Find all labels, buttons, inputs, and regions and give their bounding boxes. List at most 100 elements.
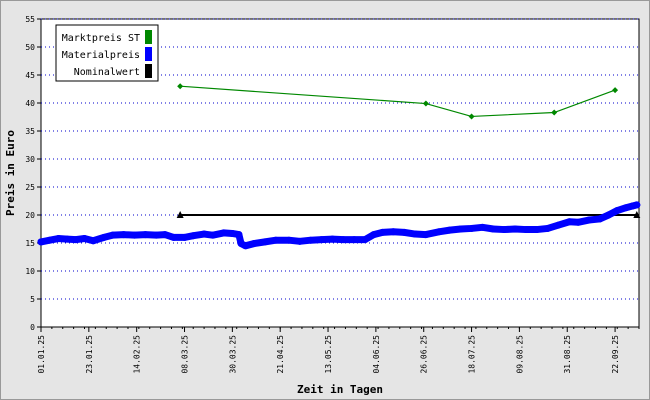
y-tick-label: 10 [25, 267, 35, 276]
x-tick-label: 13.05.25 [324, 335, 333, 374]
data-point [389, 228, 397, 236]
data-point [307, 236, 315, 244]
data-point [189, 232, 197, 240]
x-axis-title: Zeit in Tagen [297, 383, 383, 396]
series-nominalwert [176, 211, 641, 218]
data-point [522, 226, 530, 234]
data-point [328, 235, 336, 243]
data-point [422, 231, 430, 239]
data-point [181, 233, 189, 241]
legend-label: Materialpreis [62, 50, 140, 61]
data-point [533, 226, 541, 234]
data-point [200, 230, 208, 238]
data-point [250, 240, 258, 248]
data-point [457, 225, 465, 233]
data-point [109, 231, 117, 239]
y-tick-label: 50 [25, 43, 35, 52]
data-point [585, 216, 593, 224]
data-point [72, 236, 80, 244]
data-point [220, 229, 228, 237]
data-point [177, 83, 184, 90]
y-axis: 0 5 10 15 20 25 30 35 40 45 50 55 [25, 15, 41, 332]
data-point [152, 231, 160, 239]
data-point [339, 236, 347, 244]
data-point [261, 238, 269, 246]
series-layer [37, 83, 641, 250]
y-tick-label: 5 [30, 295, 35, 304]
data-point [612, 87, 619, 94]
data-point [633, 201, 641, 209]
data-point [120, 231, 128, 239]
x-tick-label: 01.01.25 [37, 335, 46, 374]
data-point [555, 221, 563, 229]
data-point [565, 218, 573, 226]
data-point [435, 228, 443, 236]
data-point [100, 233, 108, 241]
y-tick-label: 0 [30, 323, 35, 332]
data-point [318, 236, 326, 244]
data-point [235, 231, 243, 239]
x-tick-label: 18.07.25 [468, 335, 477, 374]
data-point [378, 228, 386, 236]
series-materialpreis [37, 201, 641, 250]
data-point [605, 211, 613, 219]
data-point [285, 236, 293, 244]
data-point [80, 235, 88, 243]
data-point [468, 224, 476, 232]
x-tick-label: 09.08.25 [515, 335, 524, 374]
data-point [422, 100, 429, 107]
data-point [241, 242, 249, 250]
data-point [54, 235, 62, 243]
y-tick-label: 45 [25, 71, 35, 80]
x-tick-label: 26.06.25 [420, 335, 429, 374]
x-tick-label: 23.01.25 [85, 335, 94, 374]
y-tick-label: 15 [25, 239, 35, 248]
y-tick-label: 40 [25, 99, 35, 108]
legend-swatch [145, 47, 152, 61]
data-point [446, 226, 454, 234]
data-point [633, 211, 641, 218]
data-point [551, 109, 558, 116]
data-point [596, 215, 604, 223]
data-point [613, 207, 621, 215]
x-tick-label: 14.02.25 [133, 335, 142, 374]
x-tick-label: 22.09.25 [611, 335, 620, 374]
data-point [500, 226, 508, 234]
x-tick-label: 21.04.25 [276, 335, 285, 374]
data-point [489, 225, 497, 233]
legend: Marktpreis ST Materialpreis Nominalwert [55, 24, 159, 82]
y-tick-label: 30 [25, 155, 35, 164]
data-point [209, 231, 217, 239]
legend-label: Marktpreis ST [62, 33, 140, 44]
data-point [272, 236, 280, 244]
data-point [296, 237, 304, 245]
legend-swatch [145, 64, 152, 78]
data-point [400, 228, 408, 236]
data-point [468, 113, 475, 120]
data-point [478, 223, 486, 231]
x-tick-label: 30.03.25 [228, 335, 237, 374]
legend-swatch [145, 30, 152, 44]
x-tick-label: 04.06.25 [372, 335, 381, 374]
y-tick-label: 35 [25, 127, 35, 136]
data-point [131, 231, 139, 239]
x-tick-label: 08.03.25 [181, 335, 190, 374]
data-point [361, 236, 369, 244]
legend-label: Nominalwert [74, 67, 140, 78]
data-point [63, 235, 71, 243]
data-point [544, 224, 552, 232]
y-axis-title: Preis in Euro [4, 130, 17, 216]
y-tick-label: 55 [25, 15, 35, 24]
data-point [511, 225, 519, 233]
data-point [370, 231, 378, 239]
data-point [622, 204, 630, 212]
data-point [89, 237, 97, 245]
legend-box [55, 24, 159, 82]
series-marktpreis-st [177, 83, 619, 120]
data-point [141, 231, 149, 239]
x-tick-label: 31.08.25 [563, 335, 572, 374]
data-point [37, 238, 45, 246]
data-point [46, 236, 54, 244]
